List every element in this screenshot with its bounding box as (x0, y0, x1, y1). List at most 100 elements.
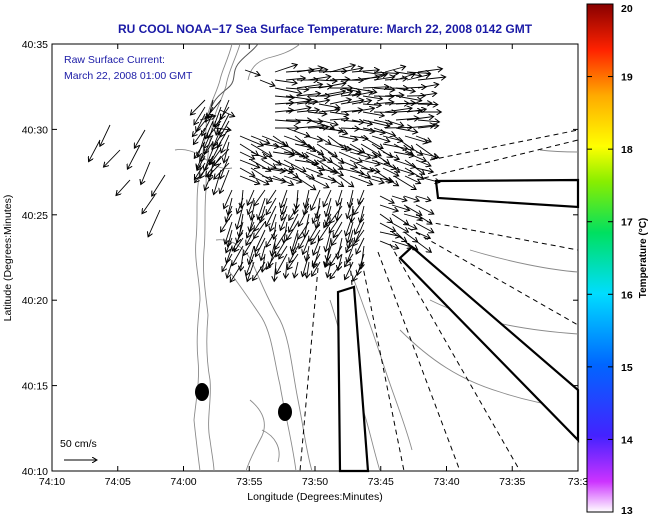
current-vector (360, 135, 383, 149)
current-vector (261, 175, 286, 182)
current-vector (296, 110, 319, 112)
current-vector (415, 204, 434, 214)
current-vector (190, 99, 206, 115)
current-vector (406, 109, 426, 112)
current-vector (338, 143, 362, 153)
current-vector (281, 189, 288, 208)
colorbar-tick-label: 14 (621, 434, 633, 446)
current-vector (285, 101, 310, 105)
current-vector (225, 221, 233, 244)
current-vector (283, 151, 309, 157)
current-vector (296, 101, 317, 104)
current-vector (351, 92, 373, 97)
current-vector (404, 135, 428, 143)
current-vector (403, 222, 417, 229)
current-vector (329, 99, 351, 105)
current-vector (307, 70, 328, 72)
current-vector (362, 119, 390, 126)
current-vector (302, 253, 310, 276)
current-vector (250, 175, 269, 184)
current-vector (250, 167, 272, 181)
current-vector (316, 167, 338, 173)
current-vector (362, 96, 383, 99)
current-vector (313, 237, 321, 255)
current-vector (362, 72, 385, 75)
coastline (211, 43, 259, 107)
current-vector (219, 109, 235, 117)
current-vector (304, 197, 310, 215)
current-vector (307, 112, 327, 114)
current-vector (393, 159, 416, 167)
current-vector (285, 127, 310, 136)
annotation-line1: Raw Surface Current: (64, 54, 165, 66)
current-vector (274, 221, 276, 239)
current-vector (234, 237, 244, 252)
current-vector (274, 96, 294, 98)
colorbar-tick-label: 13 (621, 505, 633, 517)
scale-label: 50 cm/s (60, 438, 97, 450)
current-vector (332, 229, 343, 245)
current-vector (274, 87, 302, 94)
current-vector (239, 151, 255, 159)
current-vector (373, 96, 394, 97)
x-tick-label: 73:40 (433, 476, 459, 488)
current-vector (347, 221, 354, 243)
current-vector (272, 151, 294, 155)
current-vector (285, 88, 309, 90)
current-vector (384, 108, 412, 113)
current-vector (395, 71, 421, 76)
current-vector (318, 91, 345, 97)
current-vector (355, 213, 365, 234)
current-vector (254, 221, 266, 238)
current-vector (349, 151, 371, 158)
current-vector (347, 197, 354, 219)
current-vector (237, 205, 244, 229)
current-vector (289, 245, 299, 263)
current-vector (417, 77, 446, 80)
current-vector (415, 195, 431, 201)
current-vector (351, 119, 372, 124)
current-vector (371, 151, 389, 164)
y-tick-label: 40:30 (22, 124, 48, 136)
current-vector (318, 110, 340, 112)
current-vector (230, 261, 244, 282)
current-vector (274, 80, 297, 83)
current-vector (415, 240, 431, 252)
current-vector (255, 229, 266, 252)
current-vector (274, 261, 276, 281)
current-vector (362, 74, 387, 81)
current-vector (340, 94, 361, 96)
current-vector (356, 237, 365, 254)
current-vector (327, 261, 332, 277)
current-vector (210, 148, 222, 165)
current-vector (272, 167, 293, 172)
current-vector (214, 128, 231, 130)
current-vector (228, 229, 233, 247)
current-vector (197, 155, 206, 170)
current-vector (261, 245, 266, 261)
colorbar-tick-label: 15 (621, 362, 633, 374)
current-vector (247, 189, 255, 205)
current-vector (338, 175, 354, 187)
current-vector (283, 159, 306, 172)
current-vector (393, 175, 416, 190)
current-vector (261, 159, 276, 168)
current-vector (311, 189, 321, 210)
current-vectors (89, 65, 446, 283)
current-vector (379, 195, 394, 203)
current-vector (316, 175, 336, 182)
current-vector (289, 205, 299, 220)
current-vector (355, 221, 365, 243)
current-vector (208, 162, 222, 177)
current-vector (391, 231, 407, 242)
current-vector (403, 231, 418, 242)
current-vector (329, 118, 349, 120)
current-vector (276, 253, 288, 274)
current-vector (279, 245, 288, 259)
current-vector (417, 84, 439, 89)
current-vector (226, 205, 233, 222)
y-axis-label: Latitude (Degrees:Minutes) (2, 195, 14, 322)
current-vector (250, 213, 255, 232)
current-vector (204, 148, 214, 171)
current-vector (250, 143, 272, 156)
